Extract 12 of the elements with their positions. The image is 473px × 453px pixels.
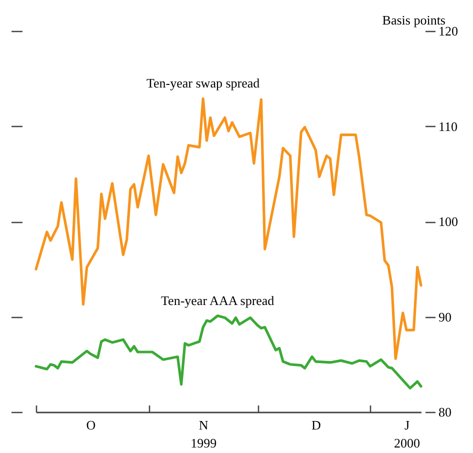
x-tick-label: O [86, 418, 96, 432]
y-tick-label: 90 [438, 309, 452, 324]
x-tick-label: D [311, 418, 321, 432]
line-series [34, 314, 422, 390]
line-series [34, 97, 422, 360]
y-tick-label: 80 [438, 404, 452, 420]
y-tick-label: 100 [438, 214, 458, 229]
series-label: Ten-year AAA spread [161, 292, 275, 308]
y-tick-label: 110 [438, 118, 458, 134]
x-tick-label: N 1999 [190, 418, 217, 450]
series-label: Ten-year swap spread [146, 76, 260, 91]
x-tick-label: J 2000 [394, 418, 420, 450]
